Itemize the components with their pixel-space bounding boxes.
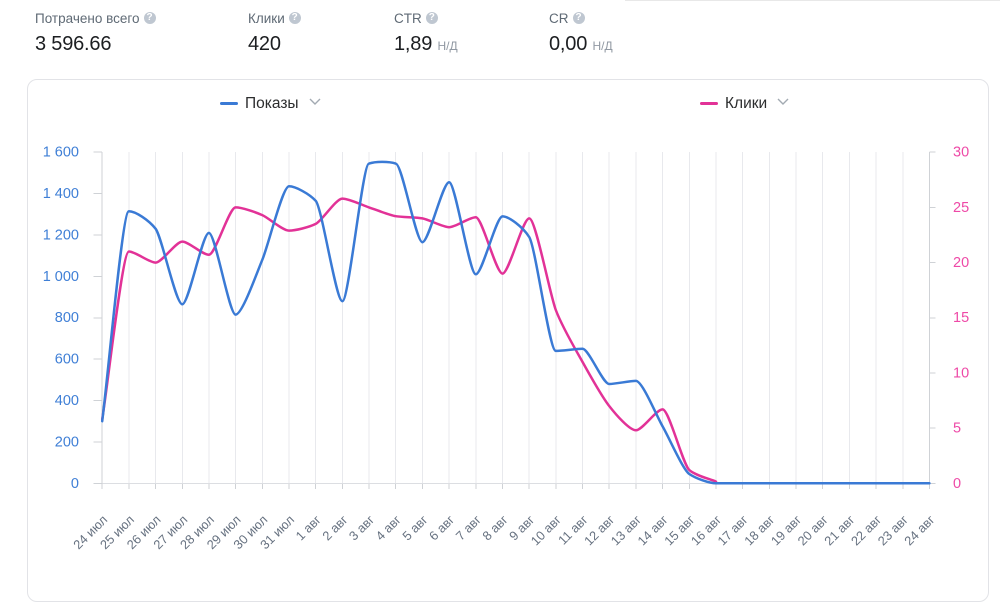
- svg-text:4 авг: 4 авг: [373, 512, 405, 544]
- svg-text:0: 0: [953, 476, 961, 492]
- svg-text:600: 600: [55, 352, 79, 368]
- svg-text:20: 20: [953, 255, 969, 271]
- svg-text:5: 5: [953, 421, 961, 437]
- svg-text:10 авг: 10 авг: [528, 512, 565, 549]
- svg-text:400: 400: [55, 393, 79, 409]
- svg-text:25: 25: [953, 200, 969, 216]
- svg-text:1 авг: 1 авг: [293, 512, 325, 544]
- svg-text:2 авг: 2 авг: [319, 512, 351, 544]
- svg-text:800: 800: [55, 310, 79, 326]
- svg-text:24 авг: 24 авг: [901, 512, 938, 549]
- svg-text:5 авг: 5 авг: [399, 512, 431, 544]
- svg-text:200: 200: [55, 434, 79, 450]
- svg-text:15: 15: [953, 310, 969, 326]
- svg-text:1 000: 1 000: [43, 269, 79, 285]
- svg-text:30: 30: [953, 145, 969, 161]
- svg-text:6 авг: 6 авг: [426, 512, 458, 544]
- svg-text:3 авг: 3 авг: [346, 512, 378, 544]
- svg-text:10: 10: [953, 365, 969, 381]
- svg-text:1 600: 1 600: [43, 145, 79, 161]
- svg-text:8 авг: 8 авг: [479, 512, 511, 544]
- svg-text:1 400: 1 400: [43, 186, 79, 202]
- svg-text:1 200: 1 200: [43, 228, 79, 244]
- svg-text:0: 0: [71, 476, 79, 492]
- svg-text:7 авг: 7 авг: [453, 512, 485, 544]
